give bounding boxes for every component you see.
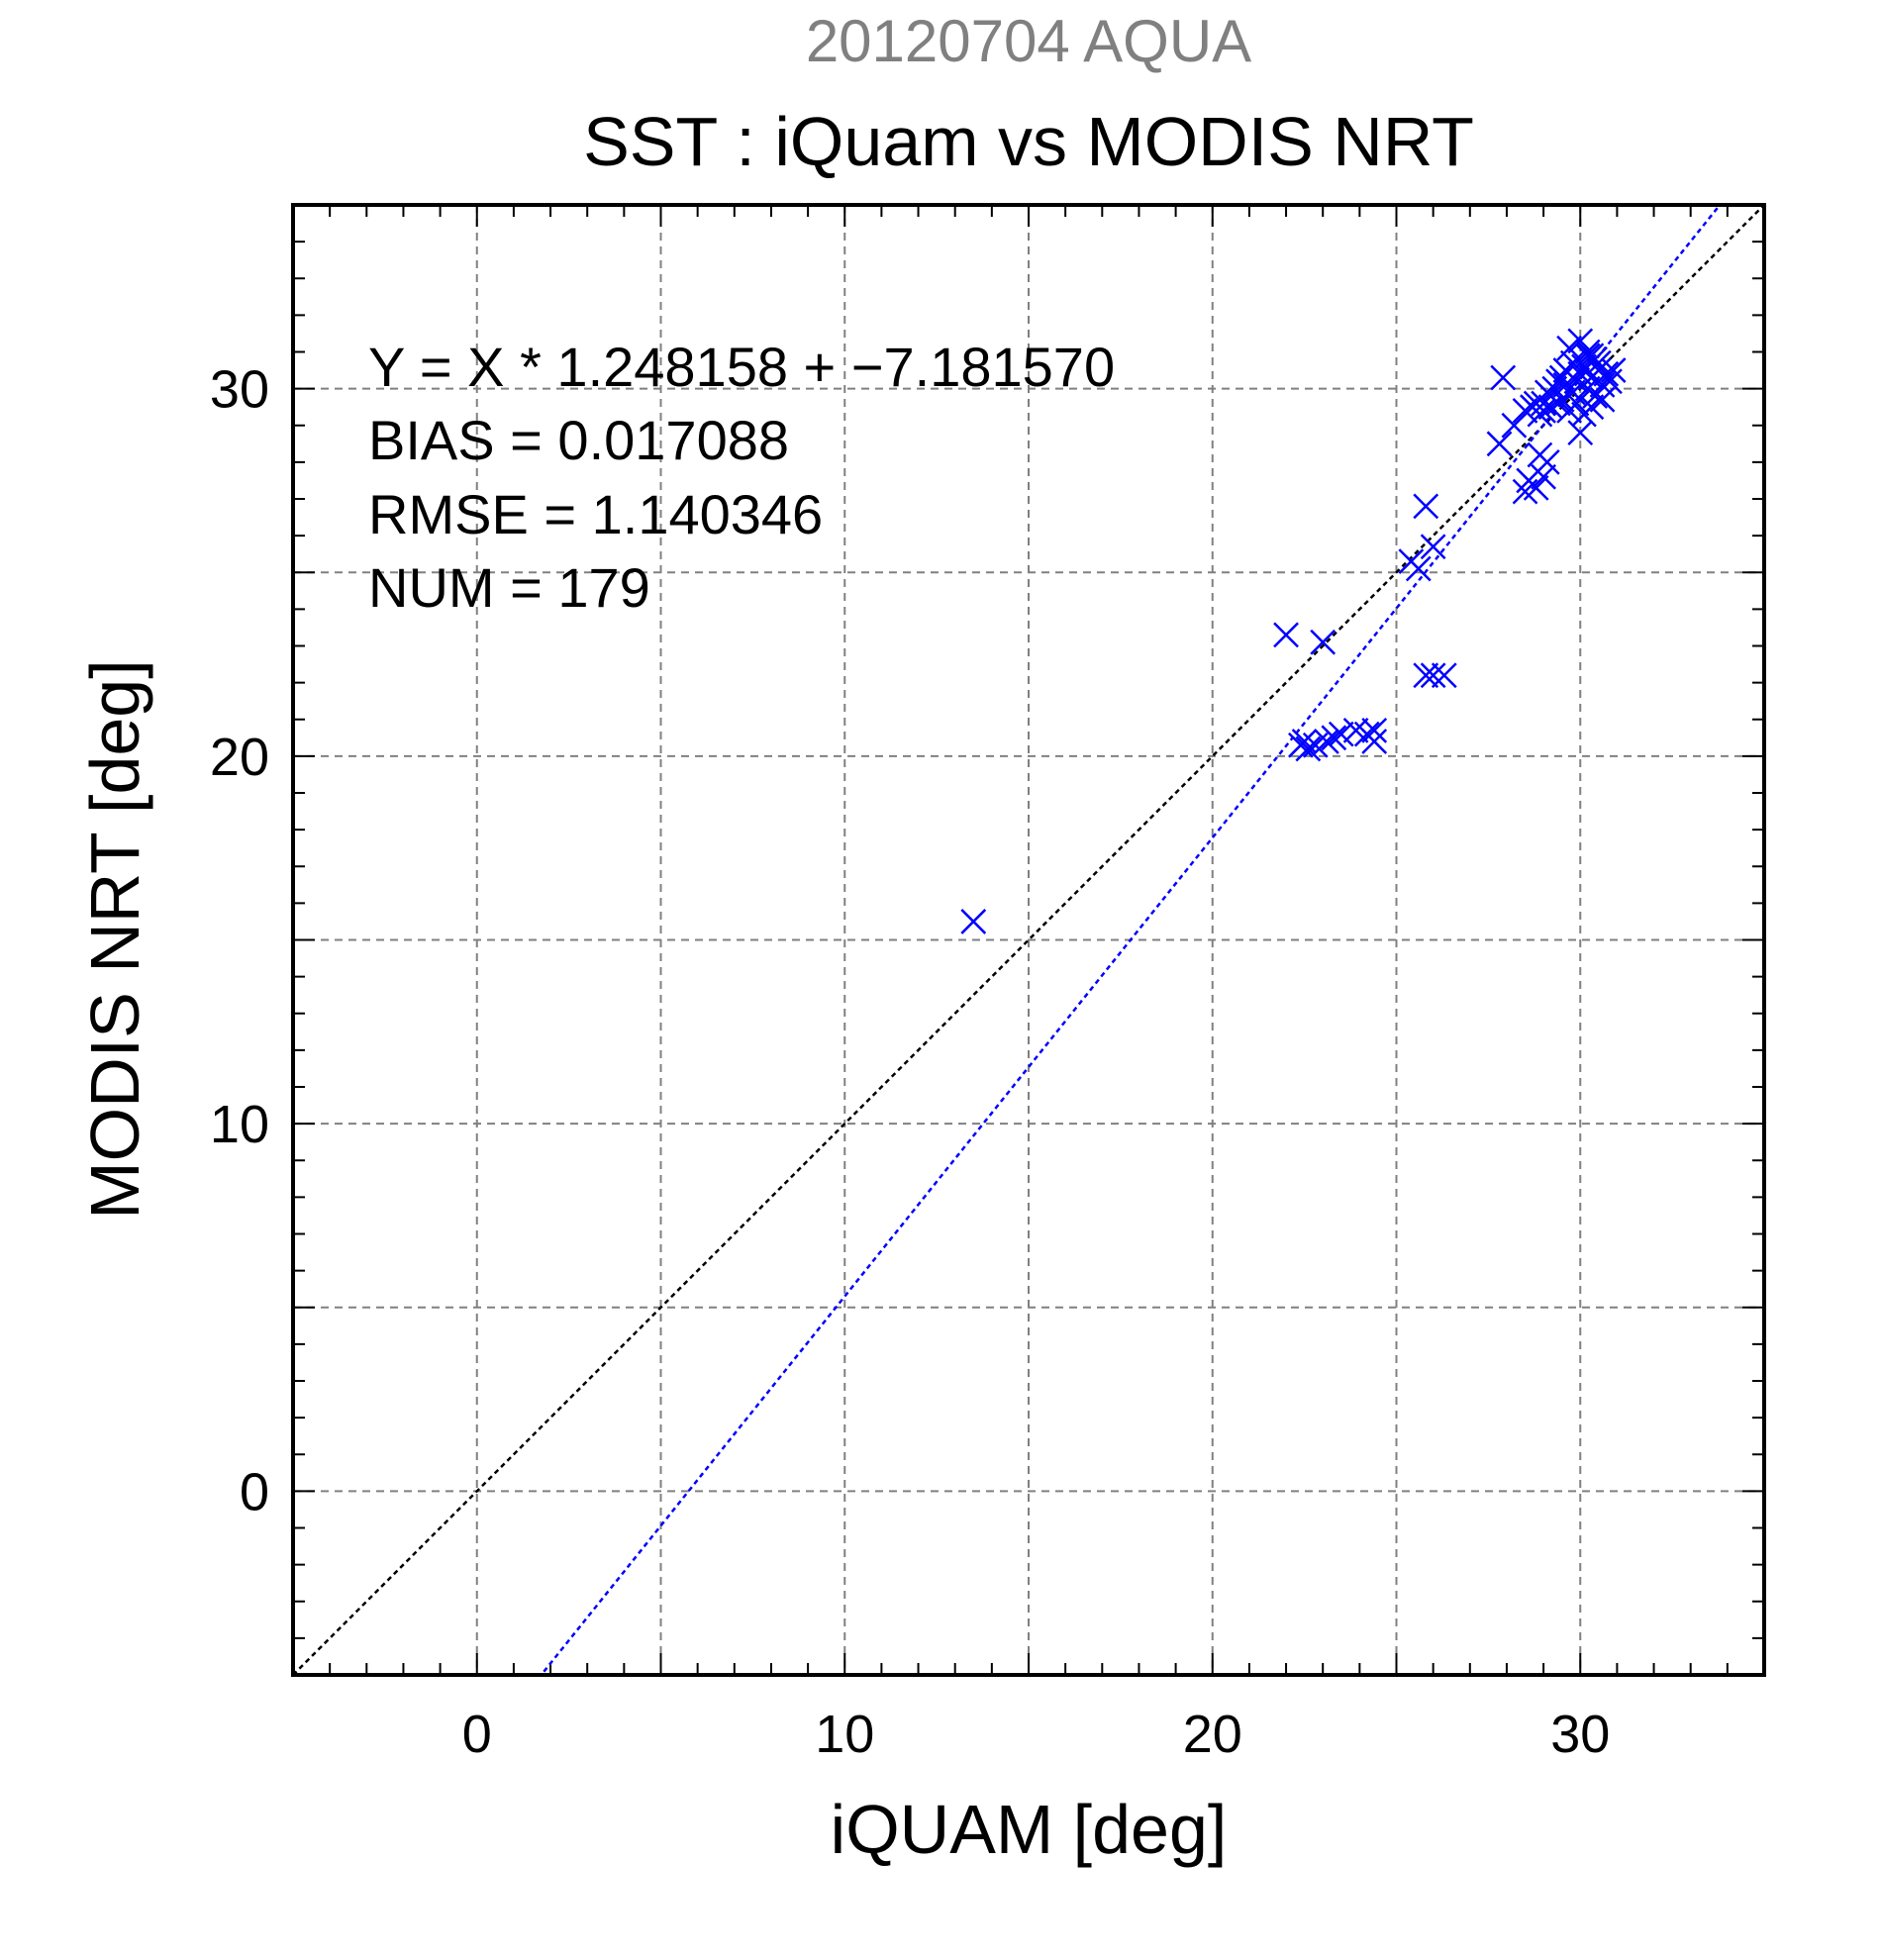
data-point xyxy=(1563,390,1590,417)
data-point xyxy=(1490,364,1517,391)
y-tick-label: 20 xyxy=(210,728,269,787)
data-point xyxy=(1523,474,1549,501)
data-point xyxy=(1310,629,1336,655)
data-point xyxy=(1405,555,1432,582)
x-tick-label: 0 xyxy=(462,1705,492,1764)
data-point xyxy=(1567,328,1594,354)
data-point xyxy=(1291,729,1318,754)
data-point xyxy=(1486,431,1513,457)
y-tick-label: 30 xyxy=(210,360,269,420)
data-point xyxy=(1523,390,1549,417)
y-tick-labels: 0 10 20 30 xyxy=(210,360,269,1522)
rmse-text: RMSE = 1.140346 xyxy=(368,483,823,545)
x-tick-labels: 0 10 20 30 xyxy=(462,1705,1611,1764)
data-point xyxy=(1578,394,1605,421)
data-point xyxy=(1413,662,1439,689)
data-point xyxy=(1552,357,1579,383)
y-tick-label: 0 xyxy=(240,1462,269,1521)
chart-title: SST : iQuam vs MODIS NRT xyxy=(583,103,1474,180)
data-point xyxy=(1531,463,1556,490)
chart-supertitle: 20120704 AQUA xyxy=(806,8,1251,74)
data-point xyxy=(1273,622,1299,648)
data-point xyxy=(1295,735,1322,762)
grid-lines xyxy=(293,205,1764,1675)
data-point xyxy=(1314,729,1339,754)
data-point xyxy=(1512,398,1538,424)
fit-equation-text: Y = X * 1.248158 + −7.181570 xyxy=(368,336,1115,398)
data-point xyxy=(1431,662,1457,689)
data-point xyxy=(1361,718,1388,743)
data-point xyxy=(1527,441,1553,468)
data-point xyxy=(1593,360,1620,387)
data-point xyxy=(1413,493,1439,520)
x-axis-label: iQUAM [deg] xyxy=(831,1791,1228,1868)
num-text: NUM = 179 xyxy=(368,556,650,619)
data-point xyxy=(1556,335,1582,361)
data-point xyxy=(1328,721,1354,747)
reference-lines xyxy=(293,205,1764,1675)
one-to-one-line xyxy=(293,205,1764,1675)
x-tick-label: 20 xyxy=(1183,1705,1242,1764)
data-point xyxy=(1537,383,1564,409)
data-point xyxy=(1567,420,1594,446)
data-point xyxy=(960,909,987,934)
x-tick-label: 30 xyxy=(1550,1705,1610,1764)
y-axis-label: MODIS NRT [deg] xyxy=(76,659,153,1219)
y-tick-label: 10 xyxy=(210,1095,269,1154)
data-point xyxy=(1361,729,1388,754)
data-point xyxy=(1321,725,1347,751)
plot-frame xyxy=(291,203,1766,1677)
data-point xyxy=(1545,368,1571,395)
x-tick-label: 10 xyxy=(815,1705,874,1764)
data-point xyxy=(1600,357,1627,383)
data-point xyxy=(1420,662,1446,689)
data-points xyxy=(960,328,1627,934)
data-point xyxy=(1578,343,1605,369)
data-point xyxy=(1589,386,1616,413)
data-point xyxy=(1420,534,1446,560)
bias-text: BIAS = 0.017088 xyxy=(368,409,789,471)
